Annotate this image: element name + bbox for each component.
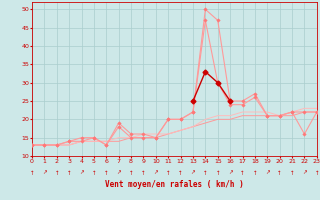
X-axis label: Vent moyen/en rafales ( km/h ): Vent moyen/en rafales ( km/h ) (105, 180, 244, 189)
